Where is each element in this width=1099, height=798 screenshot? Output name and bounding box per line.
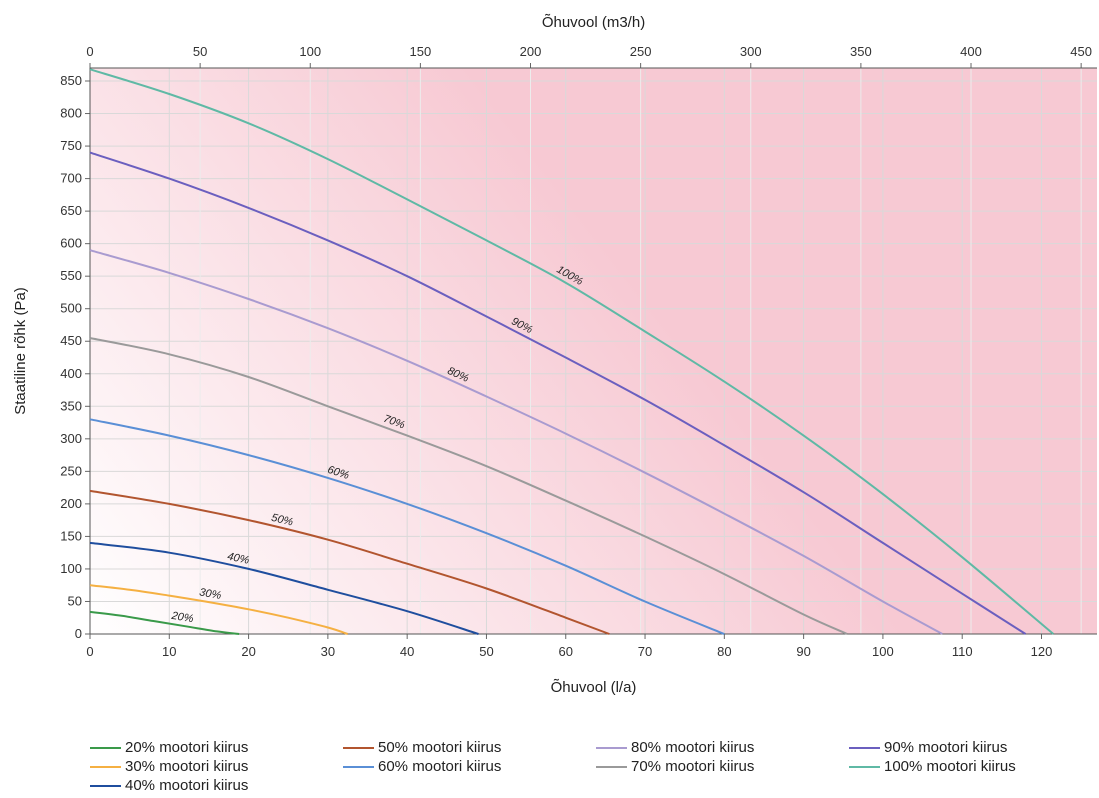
legend-item: 70% mootori kiirus <box>596 757 849 776</box>
series-line-3 <box>89 541 479 635</box>
x-tick-label: 70 <box>638 644 652 659</box>
x-tick-label: 100 <box>872 644 894 659</box>
legend-swatch <box>90 765 121 768</box>
series-line-4 <box>89 489 610 635</box>
legend-label: 50% mootori kiirus <box>378 739 502 756</box>
x-tick-label: 40 <box>400 644 414 659</box>
legend-label: 70% mootori kiirus <box>631 758 755 775</box>
top-axis-title: Õhuvool (m3/h) <box>542 14 645 31</box>
legend-item: 80% mootori kiirus <box>596 738 849 757</box>
y-tick-label: 500 <box>60 301 82 316</box>
legend-item: 20% mootori kiirus <box>90 738 343 757</box>
top-tick-label: 100 <box>299 44 321 59</box>
y-tick-label: 650 <box>60 203 82 218</box>
legend-label: 20% mootori kiirus <box>125 739 249 756</box>
top-tick-label: 350 <box>850 44 872 59</box>
y-axis-title: Staatiline rõhk (Pa) <box>12 287 29 415</box>
curve-label-2: 30% <box>198 586 222 602</box>
legend: 20% mootori kiirus 50% mootori kiirus 80% … <box>90 738 1090 795</box>
series-line-8 <box>89 151 1027 635</box>
y-tick-label: 450 <box>60 333 82 348</box>
top-tick-label: 150 <box>410 44 432 59</box>
y-tick-label: 750 <box>60 138 82 153</box>
curve-label-3: 40% <box>226 551 250 567</box>
y-tick-label: 850 <box>60 73 82 88</box>
legend-swatch <box>90 784 121 787</box>
legend-label: 40% mootori kiirus <box>125 777 249 794</box>
legend-item: 100% mootori kiirus <box>849 757 1089 776</box>
legend-swatch <box>90 746 121 749</box>
series-line-6 <box>89 337 848 635</box>
legend-item: 50% mootori kiirus <box>343 738 596 757</box>
top-tick-label: 300 <box>740 44 762 59</box>
chart: 0501001502002503003504004505005506006507… <box>12 14 1097 696</box>
y-tick-label: 700 <box>60 171 82 186</box>
series-line-9 <box>89 68 1055 635</box>
x-tick-label: 50 <box>479 644 493 659</box>
top-tick-label: 400 <box>960 44 982 59</box>
legend-swatch <box>849 765 880 768</box>
axes: 0501001502002503003504004505005506006507… <box>60 44 1097 659</box>
grid <box>90 68 1097 634</box>
legend-item: 60% mootori kiirus <box>343 757 596 776</box>
legend-item: 30% mootori kiirus <box>90 757 343 776</box>
plot-background <box>90 68 1097 634</box>
x-tick-label: 30 <box>321 644 335 659</box>
series-line-2 <box>89 584 349 635</box>
y-tick-label: 50 <box>68 593 82 608</box>
legend-swatch <box>596 765 627 768</box>
series-line-1 <box>89 610 240 635</box>
top-tick-label: 450 <box>1070 44 1092 59</box>
legend-swatch <box>596 746 627 749</box>
y-tick-label: 200 <box>60 496 82 511</box>
x-axis-title: Õhuvool (l/a) <box>551 679 637 696</box>
legend-label: 90% mootori kiirus <box>884 739 1008 756</box>
series-line-5 <box>89 418 725 635</box>
top-tick-label: 200 <box>520 44 542 59</box>
legend-label: 80% mootori kiirus <box>631 739 755 756</box>
x-tick-label: 0 <box>86 644 93 659</box>
y-tick-label: 400 <box>60 366 82 381</box>
y-tick-label: 250 <box>60 463 82 478</box>
y-tick-label: 300 <box>60 431 82 446</box>
legend-label: 100% mootori kiirus <box>884 758 1016 775</box>
y-tick-label: 100 <box>60 561 82 576</box>
y-tick-label: 350 <box>60 398 82 413</box>
x-tick-label: 60 <box>559 644 573 659</box>
top-tick-label: 50 <box>193 44 207 59</box>
curve-label-4: 50% <box>270 512 294 529</box>
top-tick-label: 0 <box>86 44 93 59</box>
legend-item: 90% mootori kiirus <box>849 738 1089 757</box>
x-tick-label: 10 <box>162 644 176 659</box>
top-tick-label: 250 <box>630 44 652 59</box>
y-tick-label: 150 <box>60 528 82 543</box>
y-tick-label: 550 <box>60 268 82 283</box>
x-tick-label: 80 <box>717 644 731 659</box>
legend-item: 40% mootori kiirus <box>90 776 343 795</box>
x-tick-label: 20 <box>241 644 255 659</box>
series-layer <box>89 68 1055 635</box>
series-line-7 <box>89 249 943 635</box>
legend-label: 30% mootori kiirus <box>125 758 249 775</box>
y-tick-label: 600 <box>60 236 82 251</box>
y-tick-label: 800 <box>60 106 82 121</box>
x-tick-label: 120 <box>1031 644 1053 659</box>
x-tick-label: 110 <box>952 644 973 659</box>
legend-label: 60% mootori kiirus <box>378 758 502 775</box>
x-tick-label: 90 <box>796 644 810 659</box>
legend-swatch <box>343 765 374 768</box>
curve-label-1: 20% <box>170 610 195 626</box>
legend-swatch <box>849 746 880 749</box>
y-tick-label: 0 <box>75 626 82 641</box>
legend-swatch <box>343 746 374 749</box>
